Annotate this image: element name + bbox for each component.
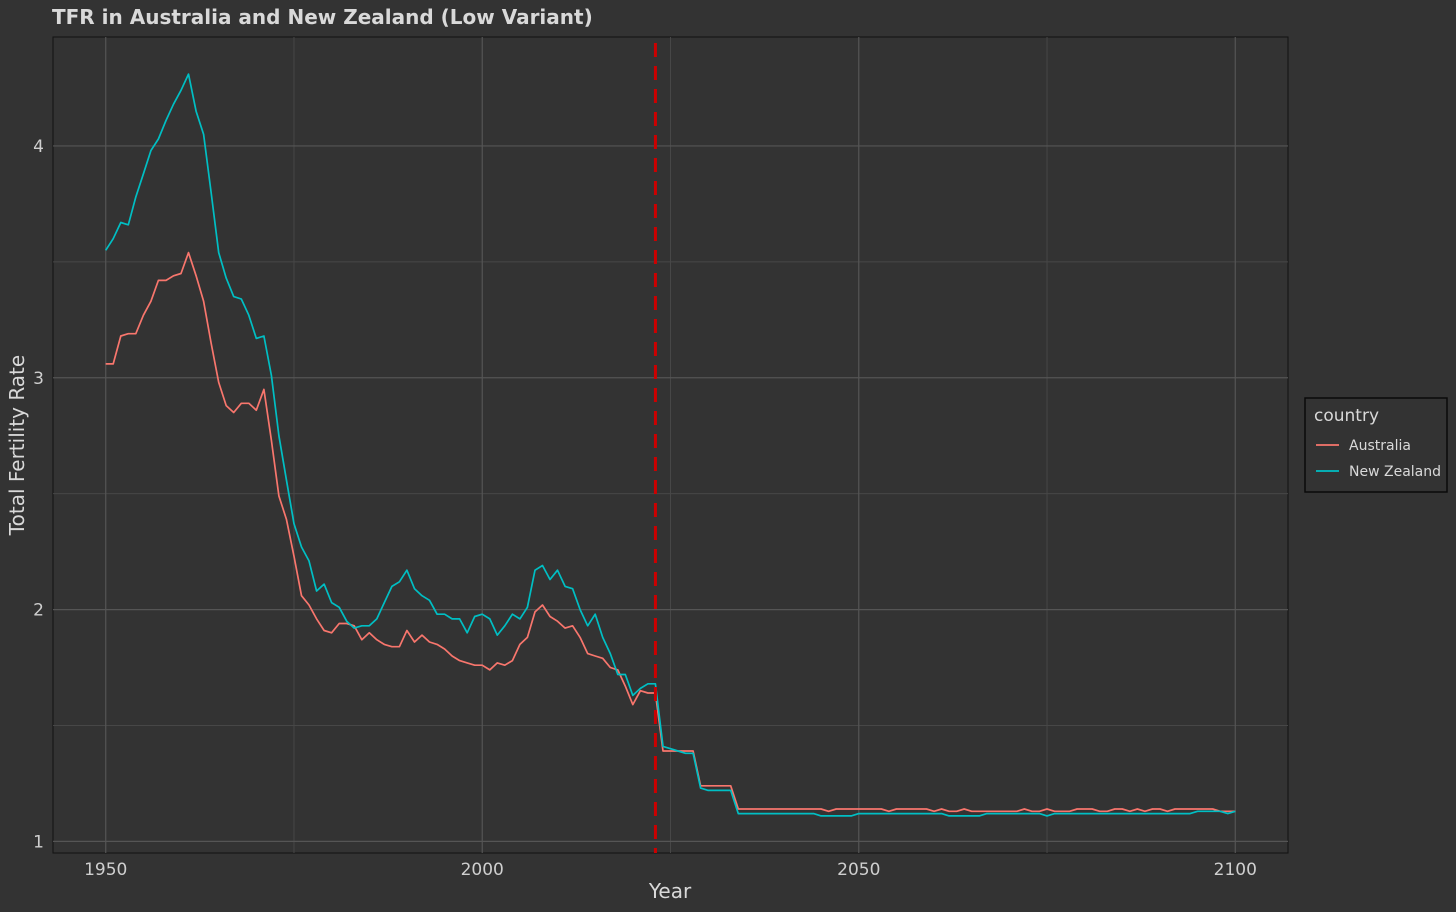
tick-labels: 1950 2000 2050 2100 1 2 3 4 bbox=[33, 137, 1257, 880]
x-axis-title: Year bbox=[648, 879, 692, 903]
series-line-australia bbox=[105, 251, 1236, 813]
y-tick-label: 4 bbox=[33, 137, 44, 157]
minor-grid bbox=[53, 37, 1288, 853]
legend-title: country bbox=[1314, 406, 1379, 426]
legend-label-new-zealand: New Zealand bbox=[1349, 464, 1441, 480]
chart-title: TFR in Australia and New Zealand (Low Va… bbox=[52, 5, 593, 29]
y-axis-title: Total Fertility Rate bbox=[5, 355, 29, 536]
x-tick-label: 2100 bbox=[1214, 860, 1257, 880]
x-tick-label: 2000 bbox=[461, 860, 504, 880]
y-tick-label: 3 bbox=[33, 369, 44, 389]
major-grid bbox=[53, 37, 1288, 853]
y-tick-label: 1 bbox=[33, 832, 44, 852]
y-tick-label: 2 bbox=[33, 601, 44, 621]
series-layer bbox=[104, 73, 1236, 817]
x-tick-label: 2050 bbox=[837, 860, 880, 880]
x-tick-label: 1950 bbox=[84, 860, 127, 880]
series-line-new-zealand bbox=[104, 73, 1236, 817]
legend-label-australia: Australia bbox=[1349, 438, 1411, 454]
legend: country Australia New Zealand bbox=[1304, 397, 1448, 493]
